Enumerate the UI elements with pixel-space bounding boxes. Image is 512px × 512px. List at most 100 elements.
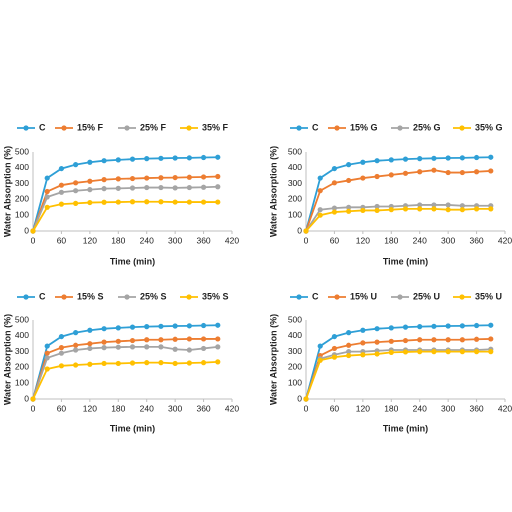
y-axis-label: Water Absorption (%)	[2, 314, 12, 405]
point	[303, 396, 309, 402]
x-tick-label: 0	[304, 235, 309, 245]
y-tick-label: 300	[288, 346, 302, 356]
point	[115, 185, 121, 191]
point	[186, 174, 192, 180]
legend-label: C	[39, 291, 46, 301]
y-tick-label: 500	[15, 314, 29, 324]
chart: 0 100 200 300 400 500 0 60 120 180 240 300 360 420 Tim…	[268, 122, 512, 266]
point	[331, 333, 338, 340]
point	[129, 185, 136, 191]
legend-marker	[334, 125, 340, 131]
point	[215, 184, 221, 190]
x-tick-label: 0	[304, 403, 309, 413]
point	[115, 338, 121, 344]
point	[317, 207, 323, 213]
x-tick-label: 300	[168, 403, 182, 413]
point	[417, 337, 423, 343]
point	[58, 182, 65, 188]
point	[30, 396, 36, 402]
point	[115, 325, 121, 331]
legend-label: 35% U	[475, 291, 502, 301]
point	[115, 199, 121, 205]
point	[200, 336, 207, 342]
chart: 0 100 200 300 400 500 0 60 120 180 240 300 360 420 Tim…	[268, 291, 512, 433]
point	[215, 173, 221, 180]
x-tick-label: 60	[330, 403, 340, 413]
point	[44, 188, 50, 195]
point	[101, 326, 107, 332]
point	[129, 344, 136, 350]
point	[473, 154, 480, 161]
point	[200, 322, 207, 329]
legend-label: 15% U	[350, 291, 377, 301]
point	[186, 323, 192, 329]
point	[129, 175, 136, 182]
point	[44, 175, 50, 181]
legend-label: 35% G	[475, 122, 503, 132]
point	[144, 199, 150, 205]
legend-label: C	[312, 122, 319, 132]
y-tick-label: 0	[297, 225, 302, 235]
point	[374, 339, 380, 345]
legend-marker	[124, 294, 130, 300]
point	[87, 199, 93, 206]
y-tick-label: 0	[24, 393, 29, 403]
x-tick-label: 420	[498, 235, 512, 245]
point	[101, 360, 107, 367]
point	[360, 340, 366, 346]
x-tick-label: 240	[413, 235, 427, 245]
point	[44, 355, 50, 361]
x-tick-label: 180	[384, 403, 398, 413]
y-tick-label: 300	[15, 346, 29, 356]
x-tick-label: 300	[168, 235, 182, 245]
point	[388, 172, 394, 178]
point	[445, 207, 451, 213]
point	[129, 324, 136, 330]
point	[87, 341, 93, 347]
point	[215, 344, 221, 350]
point	[360, 352, 366, 358]
legend-label: 15% S	[77, 291, 104, 301]
point	[488, 154, 494, 160]
x-tick-label: 60	[330, 235, 340, 245]
point	[73, 330, 79, 336]
point	[73, 180, 79, 186]
point	[172, 185, 178, 191]
y-tick-label: 300	[288, 178, 302, 188]
point	[101, 199, 107, 205]
point	[360, 327, 366, 333]
y-tick-label: 500	[15, 146, 29, 156]
x-tick-label: 360	[196, 403, 210, 413]
legend-marker	[459, 294, 465, 300]
x-tick-label: 60	[57, 235, 67, 245]
legend-label: 15% F	[77, 122, 104, 132]
point	[431, 206, 437, 212]
point	[331, 354, 338, 360]
point	[172, 360, 178, 367]
point	[459, 155, 465, 161]
point	[488, 206, 494, 212]
point	[488, 168, 494, 174]
y-tick-label: 200	[288, 362, 302, 372]
x-tick-label: 0	[31, 403, 36, 413]
point	[459, 203, 465, 209]
point	[431, 167, 437, 173]
point	[346, 204, 352, 210]
legend-marker	[23, 125, 29, 131]
point	[144, 324, 150, 330]
point	[144, 337, 150, 343]
x-tick-label: 240	[140, 403, 154, 413]
point	[73, 200, 79, 206]
x-tick-label: 180	[111, 235, 125, 245]
point	[87, 187, 93, 193]
point	[144, 184, 150, 191]
point	[215, 359, 221, 365]
point	[115, 176, 121, 182]
point	[402, 324, 409, 330]
point	[158, 323, 164, 329]
point	[346, 342, 352, 348]
y-tick-label: 100	[288, 377, 302, 387]
point	[144, 344, 150, 350]
point	[402, 156, 409, 162]
legend-label: 35% F	[202, 122, 229, 132]
